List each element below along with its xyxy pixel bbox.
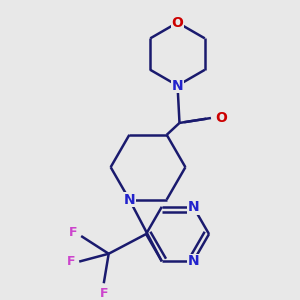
Text: F: F (69, 226, 77, 238)
Text: F: F (100, 286, 108, 300)
Text: F: F (67, 255, 76, 268)
Text: N: N (172, 79, 183, 93)
Text: N: N (124, 193, 135, 207)
Text: N: N (188, 254, 199, 268)
Text: O: O (215, 111, 227, 125)
Text: O: O (172, 16, 184, 30)
Text: N: N (188, 200, 199, 214)
